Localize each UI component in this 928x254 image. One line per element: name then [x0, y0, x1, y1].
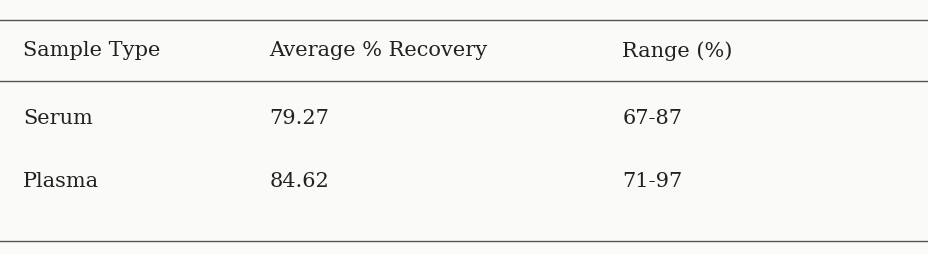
Text: Plasma: Plasma — [23, 172, 99, 191]
Text: 84.62: 84.62 — [269, 172, 329, 191]
Text: Range (%): Range (%) — [622, 41, 732, 61]
Text: 79.27: 79.27 — [269, 109, 329, 128]
Text: Sample Type: Sample Type — [23, 41, 161, 60]
Text: 67-87: 67-87 — [622, 109, 682, 128]
Text: Serum: Serum — [23, 109, 93, 128]
Text: 71-97: 71-97 — [622, 172, 682, 191]
Text: Average % Recovery: Average % Recovery — [269, 41, 487, 60]
